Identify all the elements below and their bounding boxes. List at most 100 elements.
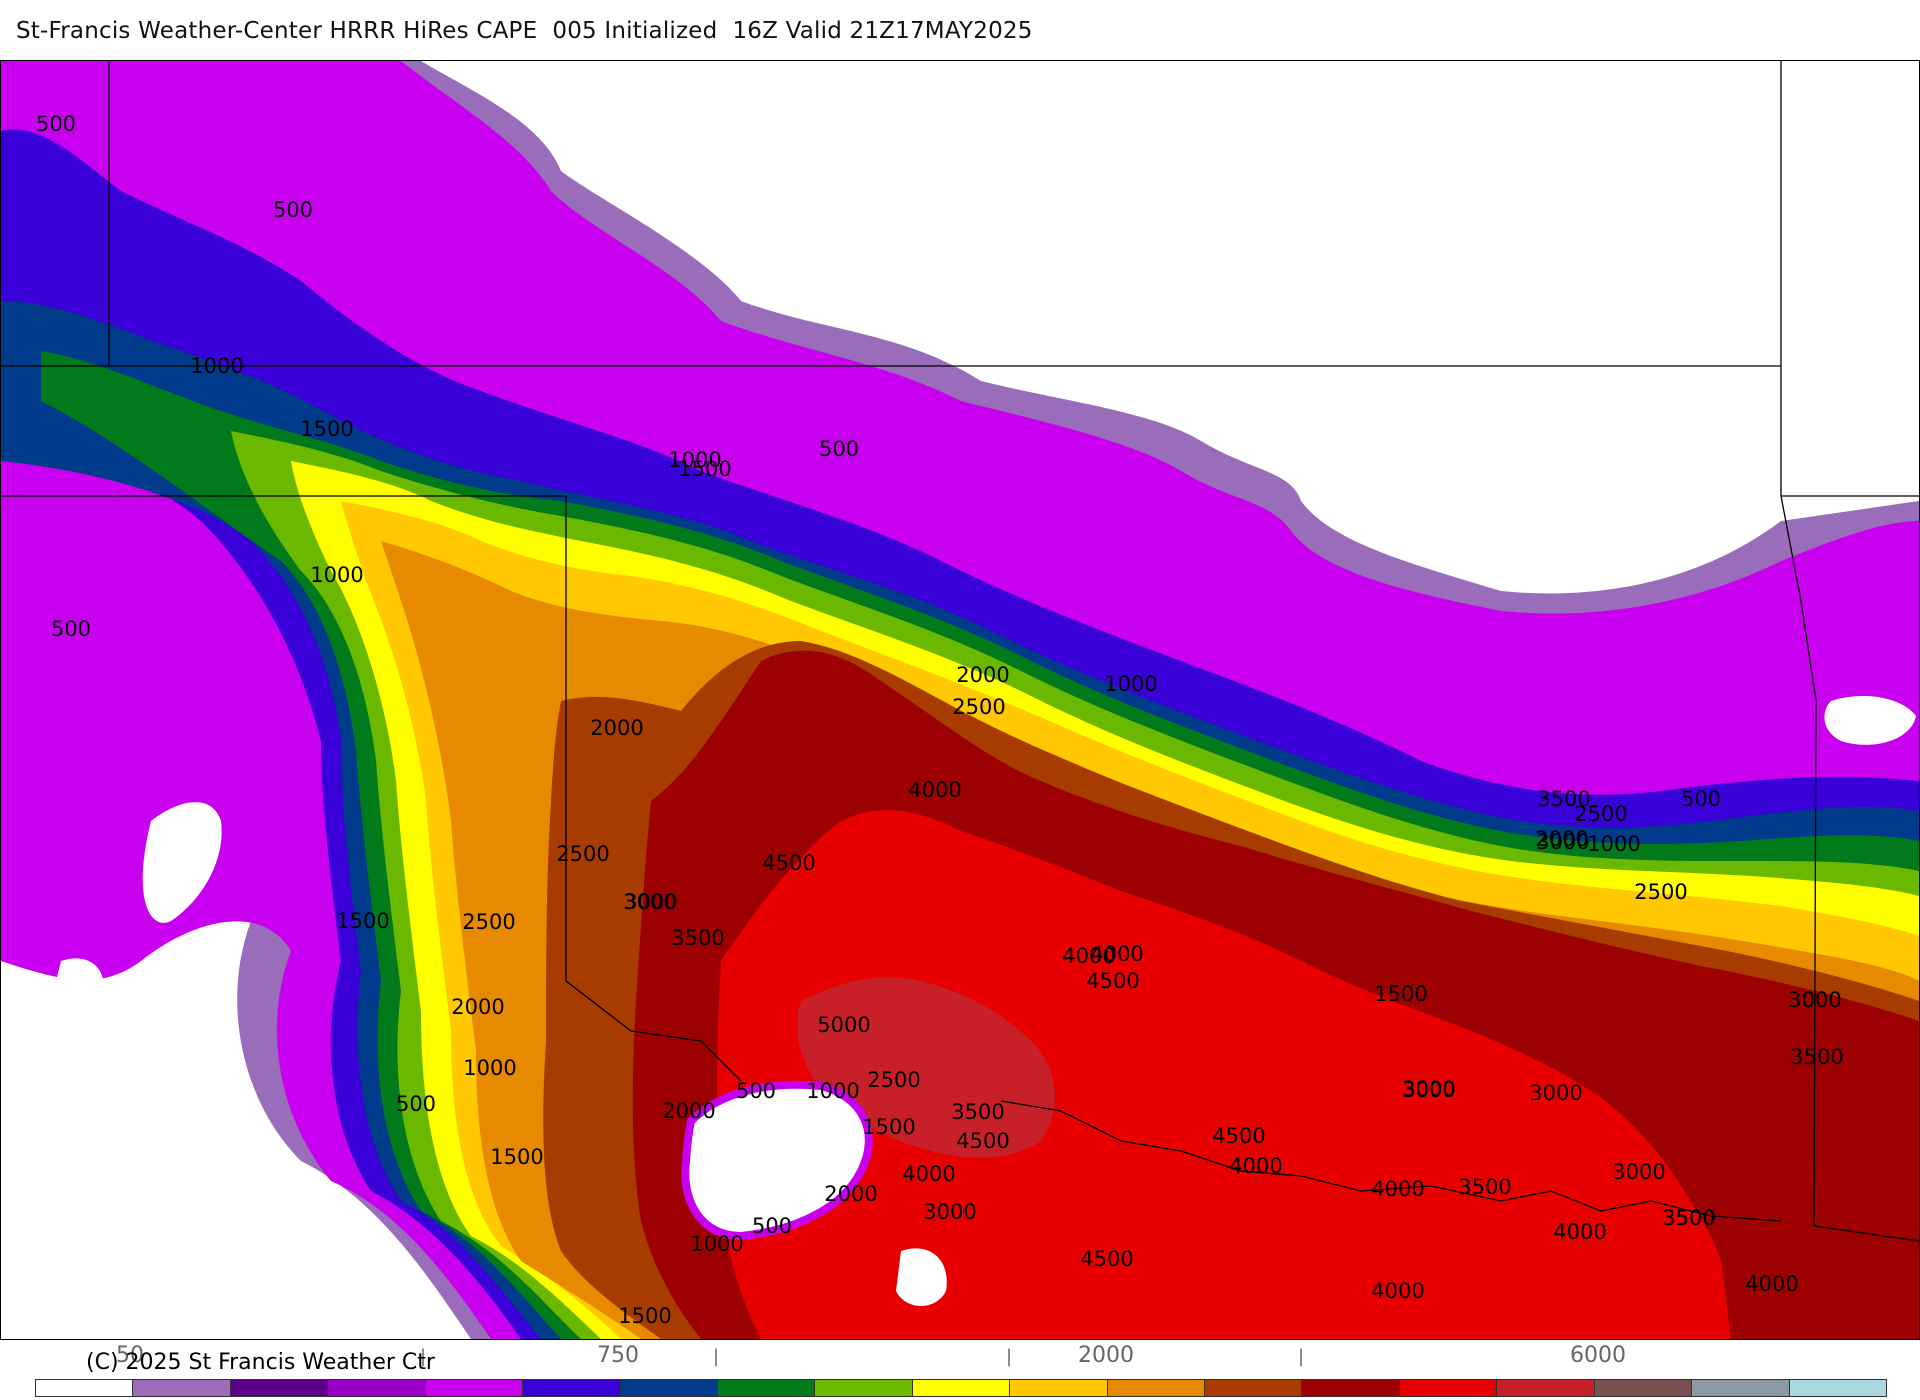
colorbar-swatch bbox=[1107, 1380, 1206, 1396]
contour-label: 1500 bbox=[490, 1145, 543, 1169]
colorbar-tick-750: 750 bbox=[597, 1343, 639, 1368]
contour-label: 3500 bbox=[1662, 1206, 1715, 1230]
contour-label: 1500 bbox=[862, 1115, 915, 1139]
colorbar-swatch bbox=[230, 1380, 329, 1396]
contour-label: 1000 bbox=[190, 354, 243, 378]
contour-label: 2000 bbox=[824, 1182, 877, 1206]
contour-label: 1000 bbox=[1587, 832, 1640, 856]
contour-label: 3000 bbox=[1612, 1160, 1665, 1184]
colorbar-tick-mark: | bbox=[713, 1346, 720, 1367]
cape-colorbar bbox=[35, 1379, 1887, 1397]
contour-label: 3000 bbox=[1529, 1081, 1582, 1105]
contour-label: 3500 bbox=[671, 926, 724, 950]
colorbar-swatch bbox=[1692, 1380, 1790, 1396]
contour-label: 2000 bbox=[662, 1099, 715, 1123]
contour-label: 500 bbox=[273, 198, 313, 222]
contour-label: 3500 bbox=[1790, 1045, 1843, 1069]
contour-label: 2000 bbox=[590, 716, 643, 740]
contour-label: 2000 bbox=[1535, 827, 1588, 851]
contour-label: 3000 bbox=[1536, 830, 1589, 854]
cape-map: 500 500 1000 1500 1000 500 500 1500 1000 2000 2500… bbox=[0, 60, 1920, 1340]
colorbar-swatch bbox=[36, 1380, 134, 1396]
contour-label: 500 bbox=[819, 437, 859, 461]
clear-region-west bbox=[142, 802, 222, 923]
state-borders bbox=[1, 61, 1919, 1242]
clear-region-sw bbox=[1, 1048, 461, 1339]
clear-region-west-2 bbox=[51, 958, 104, 1024]
contour-label: 3000 bbox=[1402, 1078, 1455, 1102]
contour-label: 3500 bbox=[951, 1100, 1004, 1124]
contour-label: 500 bbox=[51, 617, 91, 641]
contour-label: 1500 bbox=[336, 909, 389, 933]
colorbar-swatch bbox=[328, 1380, 426, 1396]
contour-label: 3500 bbox=[1458, 1175, 1511, 1199]
contour-label: 4000 bbox=[908, 778, 961, 802]
colorbar-swatch bbox=[620, 1380, 718, 1396]
contour-label: 5000 bbox=[817, 1013, 870, 1037]
contour-label: 4000 bbox=[1371, 1279, 1424, 1303]
contour-label: 4000 bbox=[1062, 944, 1115, 968]
contour-label: 500 bbox=[1681, 787, 1721, 811]
colorbar-swatch bbox=[1594, 1380, 1693, 1396]
contour-label: 2500 bbox=[867, 1068, 920, 1092]
cape-band-red bbox=[717, 810, 1731, 1339]
contour-label: 4000 bbox=[902, 1162, 955, 1186]
contour-label: 2500 bbox=[1634, 880, 1687, 904]
contour-label: 1000 bbox=[310, 563, 363, 587]
contour-label: 1500 bbox=[618, 1304, 671, 1328]
colorbar-swatch bbox=[912, 1380, 1011, 1396]
copyright-text: (C) 2025 St Francis Weather Ctr bbox=[86, 1350, 435, 1375]
contour-label: 500 bbox=[752, 1214, 792, 1238]
colorbar-swatch bbox=[1205, 1380, 1303, 1396]
contour-label: 2000 bbox=[956, 663, 1009, 687]
clear-region-east bbox=[1824, 696, 1916, 745]
contour-label: 500 bbox=[736, 1079, 776, 1103]
contour-label: 2500 bbox=[1574, 802, 1627, 826]
contour-label: 4000 bbox=[1553, 1220, 1606, 1244]
contour-label: 4000 bbox=[1371, 1177, 1424, 1201]
colorbar-swatch bbox=[1010, 1380, 1108, 1396]
contour-label: 4000 bbox=[1090, 942, 1143, 966]
colorbar-swatch bbox=[1789, 1380, 1887, 1396]
contour-label: 4500 bbox=[1212, 1124, 1265, 1148]
lake-region bbox=[685, 1084, 869, 1236]
contour-label-layer: 5005001000150010005005001500100020002500… bbox=[36, 112, 1844, 1328]
colorbar-swatch bbox=[425, 1380, 524, 1396]
contour-label: 1000 bbox=[806, 1079, 859, 1103]
contour-label: 2500 bbox=[556, 842, 609, 866]
colorbar-swatch bbox=[815, 1380, 913, 1396]
contour-label: 4000 bbox=[1745, 1272, 1798, 1296]
colorbar-tick-6000: 6000 bbox=[1570, 1343, 1626, 1368]
lake-border bbox=[681, 1080, 873, 1241]
colorbar-tick-50: 50 bbox=[116, 1343, 144, 1368]
colorbar-swatch bbox=[523, 1380, 621, 1396]
colorbar-swatch bbox=[1302, 1380, 1400, 1396]
contour-label: 500 bbox=[36, 112, 76, 136]
contour-label: 500 bbox=[396, 1092, 436, 1116]
contour-label: 1500 bbox=[678, 457, 731, 481]
contour-label: 4500 bbox=[762, 851, 815, 875]
contour-label: 1000 bbox=[668, 448, 721, 472]
contour-label: 2500 bbox=[462, 910, 515, 934]
contour-label: 1000 bbox=[690, 1232, 743, 1256]
contour-label: 4500 bbox=[1086, 969, 1139, 993]
contour-label: 4500 bbox=[1080, 1247, 1133, 1271]
colorbar-tick-mark: | bbox=[1298, 1346, 1305, 1367]
contour-label: 3000 bbox=[624, 890, 677, 914]
contour-label: 1500 bbox=[300, 417, 353, 441]
contour-label: 2500 bbox=[952, 695, 1005, 719]
contour-label: 3500 bbox=[1537, 787, 1590, 811]
contour-label: 3500 bbox=[1662, 1206, 1715, 1230]
cape-map-svg: 5005001000150010005005001500100020002500… bbox=[1, 61, 1919, 1339]
clear-region-south bbox=[896, 1248, 947, 1306]
colorbar-swatch bbox=[1399, 1380, 1498, 1396]
colorbar-tick-2000: 2000 bbox=[1078, 1343, 1134, 1368]
contour-label: 1500 bbox=[1374, 982, 1427, 1006]
contour-label: 4500 bbox=[956, 1129, 1009, 1153]
contour-label: 1000 bbox=[463, 1056, 516, 1080]
contour-label: 3000 bbox=[923, 1200, 976, 1224]
colorbar-swatch bbox=[1497, 1380, 1595, 1396]
map-title: St-Francis Weather-Center HRRR HiRes CAP… bbox=[16, 18, 1033, 44]
contour-label: 3000 bbox=[1402, 1077, 1455, 1101]
colorbar-tick-mark: | bbox=[1006, 1346, 1013, 1367]
